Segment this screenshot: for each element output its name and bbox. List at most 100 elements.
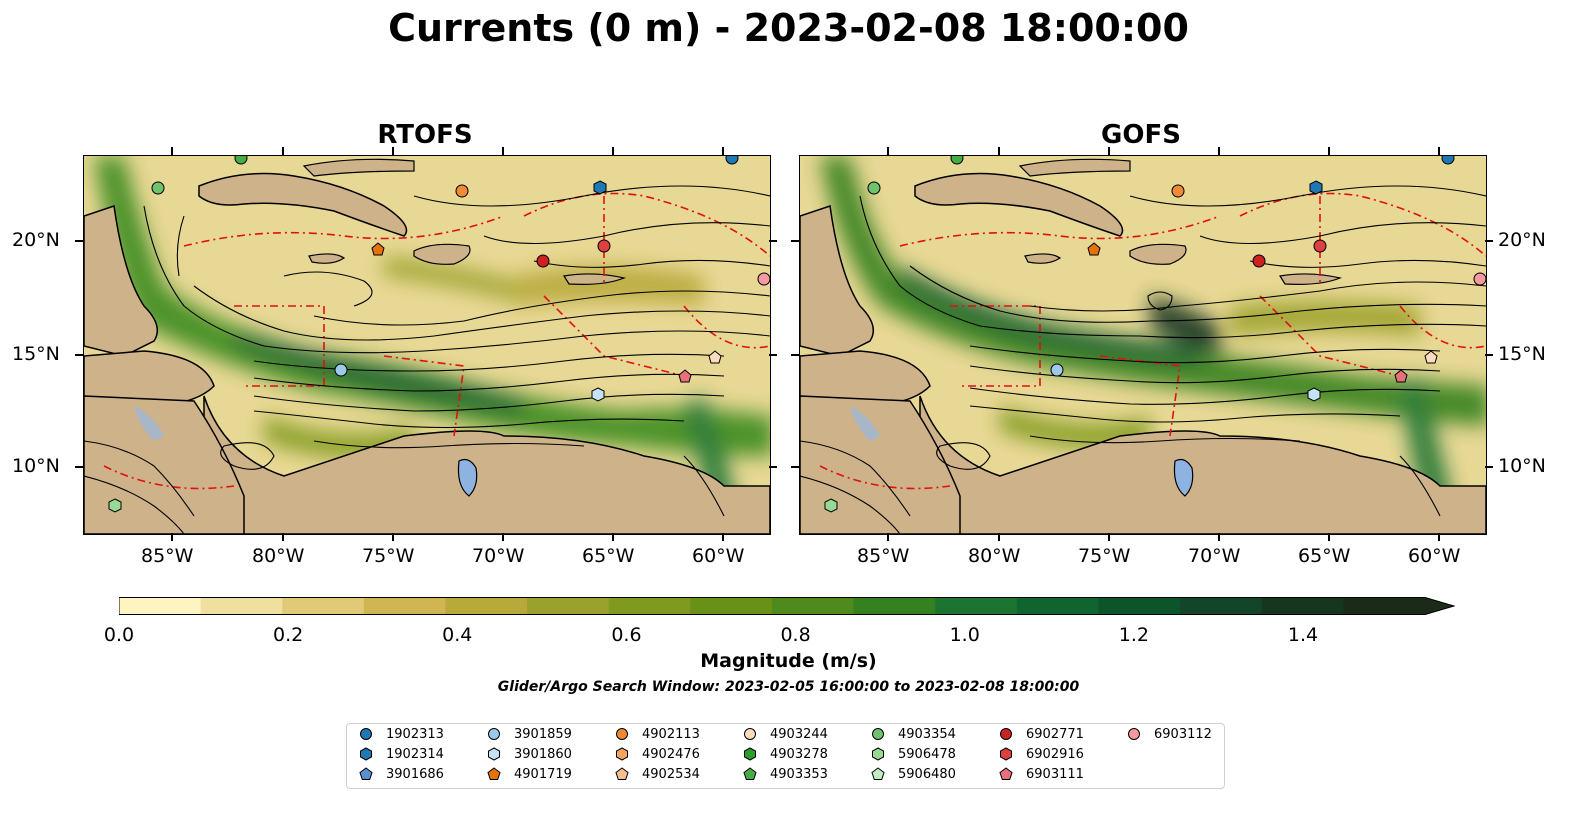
legend-item: 4903244 [743,726,828,742]
legend-marker-pentagon-icon [487,767,501,780]
legend-label: 3901686 [386,766,444,782]
colorbar-cell [853,597,936,615]
legend-marker-pentagon-icon [871,767,885,780]
legend-label: 4903353 [770,766,828,782]
rtofs-map-graphic [84,156,770,534]
panel-title-gofs: GOFS [1101,120,1181,150]
colorbar-cell [690,597,773,615]
legend-item: 6902771 [999,726,1084,742]
legend-marker-hexagon-icon [872,747,884,761]
colorbar-cell [1098,597,1181,615]
legend-label: 5906480 [898,766,956,782]
colorbar-tick-label: 1.2 [1118,624,1149,646]
legend-item: 3901686 [359,766,444,782]
legend-marker-pentagon-icon [615,767,629,780]
legend-marker-circle-icon [1000,728,1012,740]
colorbar-tick-label: 1.0 [949,624,980,646]
colorbar-tick-label: 0.6 [611,624,642,646]
legend-item: 3901860 [487,746,572,762]
legend-marker-circle-icon [744,728,756,740]
legend-marker-circle-icon [872,728,884,740]
x-tick-label: 80°W [968,545,1021,567]
colorbar-cell [608,597,691,615]
colorbar-tick-label: 0.8 [780,624,811,646]
x-tick-label: 70°W [1188,545,1241,567]
panel-title-rtofs: RTOFS [377,120,473,150]
x-tick-label: 65°W [582,545,635,567]
legend-item: 6903112 [1127,726,1212,742]
legend-marker-circle-icon [1128,728,1140,740]
legend-item: 5906478 [871,746,956,762]
legend-marker-circle-icon [616,728,628,740]
colorbar-cell [1343,597,1454,615]
colorbar-tick-label: 0.4 [442,624,473,646]
legend-label: 4902113 [642,726,700,742]
colorbar-cell [200,597,283,615]
legend-marker-pentagon-icon [359,767,373,780]
x-tick-label: 80°W [252,545,305,567]
legend-marker-pentagon-icon [743,767,757,780]
legend-item: 5906480 [871,766,956,782]
map-rtofs [83,155,771,535]
y-tick-label: 15°N [12,343,60,365]
legend-item: 6902916 [999,746,1084,762]
legend-label: 3901860 [514,746,572,762]
legend-label: 5906478 [898,746,956,762]
legend-label: 4901719 [514,766,572,782]
legend-label: 6902916 [1026,746,1084,762]
legend-item: 4901719 [487,766,572,782]
x-tick-label: 85°W [857,545,910,567]
legend-item: 3901859 [487,726,572,742]
legend-marker-hexagon-icon [744,747,756,761]
x-tick-label: 85°W [141,545,194,567]
legend-item: 1902313 [359,726,444,742]
legend-marker-circle-icon [360,728,372,740]
legend-label: 4902476 [642,746,700,762]
legend-marker-hexagon-icon [1000,747,1012,761]
colorbar-tick-label: 1.4 [1287,624,1319,646]
float-legend: 1902313 1902314 3901686 3901859 3901860 49017… [346,723,1225,789]
colorbar-cell [282,597,365,615]
y-tick-label: 20°N [12,229,60,251]
legend-label: 6902771 [1026,726,1084,742]
colorbar-cell [1261,597,1344,615]
legend-label: 6903111 [1026,766,1084,782]
legend-marker-hexagon-icon [616,747,628,761]
y-tick-label: 20°N [1498,229,1546,251]
legend-item: 4902534 [615,766,700,782]
legend-item: 6903111 [999,766,1084,782]
legend-label: 4903244 [770,726,828,742]
x-tick-label: 65°W [1298,545,1351,567]
legend-marker-pentagon-icon [999,767,1013,780]
legend-label: 1902313 [386,726,444,742]
colorbar-cell [935,597,1018,615]
legend-marker-circle-icon [488,728,500,740]
y-tick-label: 15°N [1498,343,1546,365]
colorbar-cell [772,597,855,615]
legend-label: 1902314 [386,746,444,762]
legend-item: 4902476 [615,746,700,762]
legend-label: 3901859 [514,726,572,742]
search-window-note: Glider/Argo Search Window: 2023-02-05 16… [497,679,1080,695]
colorbar-tick-label: 0.0 [103,624,135,646]
colorbar-cell [119,597,202,615]
legend-label: 4903354 [898,726,956,742]
x-tick-label: 75°W [1078,545,1131,567]
colorbar-cell [363,597,446,615]
figure-title: Currents (0 m) - 2023-02-08 18:00:00 [388,6,1189,50]
legend-marker-hexagon-icon [360,747,372,761]
colorbar-cell [1016,597,1099,615]
x-tick-label: 60°W [692,545,745,567]
legend-item: 4903278 [743,746,828,762]
legend-label: 4903278 [770,746,828,762]
x-tick-label: 60°W [1408,545,1461,567]
legend-label: 6903112 [1154,726,1212,742]
y-tick-label: 10°N [1498,455,1546,477]
map-gofs [799,155,1487,535]
legend-label: 4902534 [642,766,700,782]
x-tick-label: 75°W [362,545,415,567]
legend-item: 1902314 [359,746,444,762]
colorbar-label: Magnitude (m/s) [700,650,877,672]
colorbar-cell [1180,597,1263,615]
